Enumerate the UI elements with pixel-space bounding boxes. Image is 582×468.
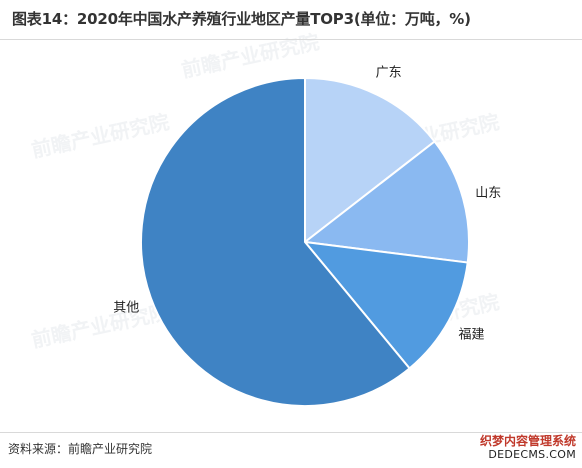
source-note: 资料来源：前瞻产业研究院 xyxy=(8,442,153,456)
footer-divider xyxy=(0,432,582,433)
corner-watermark-top: 织梦内容管理系统 xyxy=(479,434,576,448)
chart-title: 图表14：2020年中国水产养殖行业地区产量TOP3(单位：万吨，%) xyxy=(12,10,471,28)
corner-watermark-bottom: DEDECMS.COM xyxy=(488,448,576,461)
corner-watermark-logo: 织梦内容管理系统 DEDECMS.COM xyxy=(466,432,578,464)
pie-slice-label: 山东 xyxy=(475,186,501,201)
pie-slice-label: 福建 xyxy=(458,328,484,343)
pie-slice-label: 其他 xyxy=(113,300,139,315)
pie-slice xyxy=(304,76,436,245)
pie-slice xyxy=(140,76,411,407)
pie-slice xyxy=(302,140,470,264)
title-divider xyxy=(0,39,582,40)
pie-slice xyxy=(302,240,469,370)
pie-slice-label: 广东 xyxy=(376,65,402,80)
